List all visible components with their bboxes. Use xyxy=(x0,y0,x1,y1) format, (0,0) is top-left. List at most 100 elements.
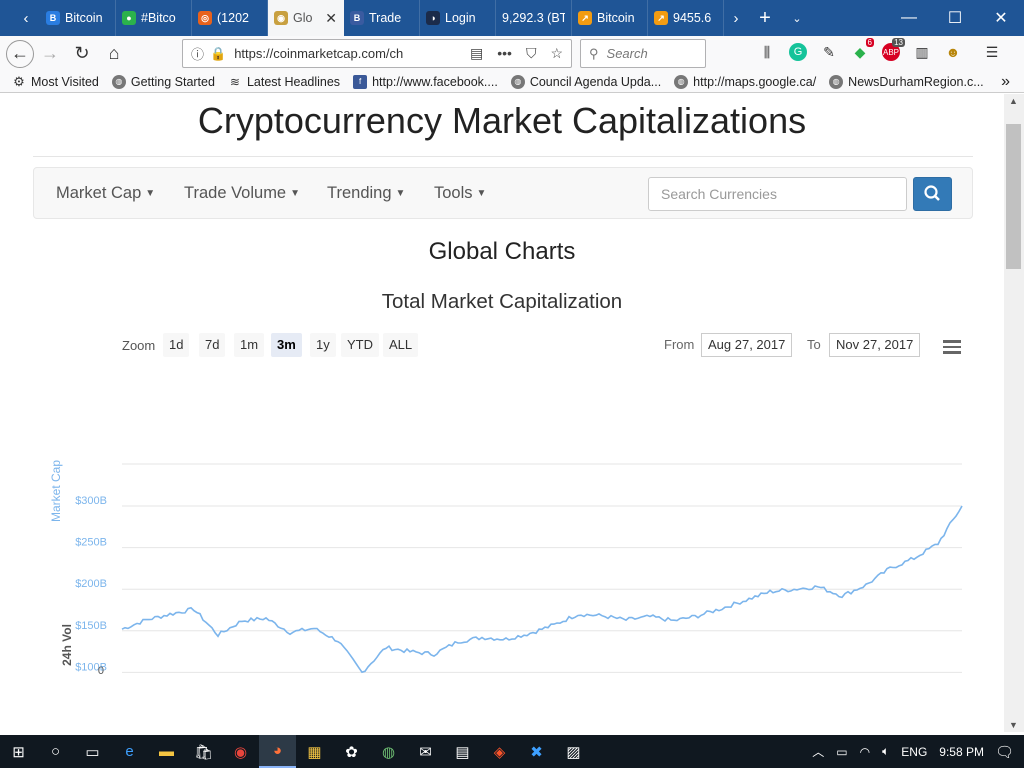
tray-chevron-icon[interactable]: ︿ xyxy=(812,745,825,759)
browser-tab[interactable]: ◑ Login xyxy=(420,0,496,36)
new-tab-icon[interactable]: + xyxy=(759,6,771,29)
browser-search-input[interactable]: ⚲ Search xyxy=(580,39,706,68)
monkey-extension-icon[interactable]: ☻ xyxy=(945,44,961,60)
tab-menu-chevron-icon[interactable]: ⌄ xyxy=(792,12,802,25)
zoom-button[interactable]: 1d xyxy=(163,333,190,357)
address-bar[interactable]: ⓘ 🔒 https://coinmarketcap.com/ch ▤ ••• ⛉… xyxy=(182,39,572,68)
trade-volume-menu[interactable]: Trade Volume ▼ xyxy=(184,184,300,203)
library-icon[interactable]: ⫼ xyxy=(763,43,771,60)
currency-search-button[interactable] xyxy=(913,177,952,211)
currency-search-input[interactable]: Search Currencies xyxy=(648,177,907,211)
browser-tab[interactable]: ◉ Glo ✕ xyxy=(268,0,344,36)
back-button[interactable]: ← xyxy=(6,39,34,68)
hamburger-menu-icon[interactable]: ☰ xyxy=(985,43,999,60)
chart-context-menu-icon[interactable] xyxy=(943,340,961,354)
browser-tab[interactable]: ↗ Bitcoin xyxy=(572,0,648,36)
page-scrollbar[interactable]: ▲ ▼ xyxy=(1004,94,1024,732)
volume-icon[interactable]: 🔈︎ xyxy=(882,744,890,758)
trending-menu[interactable]: Trending ▼ xyxy=(327,184,405,203)
market-cap-menu[interactable]: Market Cap ▼ xyxy=(56,184,155,203)
chrome-icon[interactable]: ◉ xyxy=(233,743,248,761)
tab-list-button[interactable] xyxy=(0,0,12,36)
bookmark-item[interactable]: ≋ Latest Headlines xyxy=(228,75,340,89)
close-tab-icon[interactable]: ✕ xyxy=(325,10,337,26)
scrollbar-thumb[interactable] xyxy=(1006,124,1021,269)
grammarly-icon[interactable]: G xyxy=(787,41,809,63)
reload-button[interactable]: ↻ xyxy=(74,43,90,63)
adblock-icon[interactable]: ABP 13 xyxy=(880,38,905,63)
bookmark-item[interactable]: ◍ http://maps.google.ca/ xyxy=(674,74,816,89)
to-date-input[interactable]: Nov 27, 2017 xyxy=(829,333,921,357)
sidebar-icon[interactable]: ▥ xyxy=(915,43,929,60)
market-cap-series xyxy=(121,505,963,674)
task-view-icon[interactable]: ▭ xyxy=(85,743,100,761)
browser-tab[interactable]: B Trade xyxy=(344,0,420,36)
bookmarks-overflow-icon[interactable]: » xyxy=(1001,73,1010,90)
scroll-tabs-left-icon[interactable]: ‹ xyxy=(23,9,29,27)
tab-title: Login xyxy=(445,11,476,25)
edge-icon[interactable]: e xyxy=(125,743,134,760)
start-icon[interactable]: ⊞ xyxy=(12,743,25,761)
info-icon[interactable]: ⓘ xyxy=(191,47,205,62)
firefox-icon[interactable]: ◕ xyxy=(259,735,296,768)
zoom-button[interactable]: 1y xyxy=(310,333,336,357)
from-date-input[interactable]: Aug 27, 2017 xyxy=(701,333,793,357)
zoom-button[interactable]: 1m xyxy=(234,333,265,357)
language-indicator[interactable]: ENG xyxy=(901,744,928,759)
battery-icon[interactable]: ▭ xyxy=(836,744,848,759)
calculator-grid-icon[interactable]: ▦ xyxy=(307,743,322,761)
browser-tab[interactable]: ◎ (1202 xyxy=(192,0,268,36)
eyedropper-icon[interactable]: ✎ xyxy=(823,43,835,60)
brave-icon[interactable]: ◈ xyxy=(493,743,506,761)
scroll-up-icon[interactable]: ▲ xyxy=(1009,96,1018,106)
facebook-icon: f xyxy=(353,74,368,89)
tab-title: (1202 xyxy=(217,11,249,25)
bookmark-item[interactable]: ◍ Council Agenda Upda... xyxy=(510,74,661,89)
zoom-button[interactable]: 7d xyxy=(199,333,226,357)
maximize-icon[interactable]: ☐ xyxy=(947,10,963,27)
tab-favicon-icon: ◉ xyxy=(274,11,288,25)
bookmark-item[interactable]: ◍ Getting Started xyxy=(111,74,215,89)
url-text[interactable]: https://coinmarketcap.com/ch xyxy=(234,46,404,61)
globe-icon: ◍ xyxy=(674,74,689,89)
x-app-icon[interactable]: ✖ xyxy=(530,743,543,761)
file-explorer-icon[interactable]: ▬ xyxy=(159,743,174,760)
scroll-down-icon[interactable]: ▼ xyxy=(1009,720,1018,730)
extension-badge: 6 xyxy=(865,38,874,47)
bookmark-item[interactable]: ◍ NewsDurhamRegion.c... xyxy=(829,74,984,89)
zoom-button[interactable]: ALL xyxy=(383,333,419,357)
close-window-icon[interactable]: ✕ xyxy=(994,10,1008,27)
bookmark-label: Getting Started xyxy=(130,74,215,89)
browser-tab[interactable]: B Bitcoin xyxy=(40,0,116,36)
reader-view-icon[interactable]: ▤ xyxy=(469,45,484,61)
globe-app-icon[interactable]: ◍ xyxy=(381,743,396,761)
forward-button[interactable]: → xyxy=(41,43,59,63)
tools-menu[interactable]: Tools ▼ xyxy=(434,184,486,203)
action-center-icon[interactable]: 🗨︎ xyxy=(994,744,1014,761)
cortana-icon[interactable]: ○ xyxy=(50,743,61,760)
market-cap-chart[interactable]: $50B$100B$150B$200B$250B$300B 28. Aug4. … xyxy=(0,356,1004,701)
bookmark-star-icon[interactable]: ☆ xyxy=(550,45,563,61)
bookmark-item[interactable]: f http://www.facebook.... xyxy=(353,74,498,89)
zoom-button[interactable]: YTD xyxy=(341,333,379,357)
section-title: Global Charts xyxy=(428,238,576,265)
zoom-button[interactable]: 3m xyxy=(271,333,302,357)
clock[interactable]: 9:58 PM xyxy=(939,744,984,759)
pocket-icon[interactable]: ⛉ xyxy=(525,45,537,61)
browser-tab[interactable]: ↗ 9455.6 xyxy=(648,0,724,36)
photos-icon[interactable]: ▨ xyxy=(566,743,581,761)
extension-green-icon[interactable]: ◆ 6 xyxy=(854,38,874,60)
wifi-icon[interactable]: ◠ xyxy=(859,744,871,759)
browser-tab[interactable]: ● #Bitco xyxy=(116,0,192,36)
paint-icon[interactable]: ✿ xyxy=(345,743,358,761)
browser-tab[interactable]: 9,292.3 (BT xyxy=(496,0,572,36)
calculator-icon[interactable]: ▤ xyxy=(455,743,470,761)
scroll-tabs-right-icon[interactable]: › xyxy=(733,9,739,27)
mail-icon[interactable]: ✉ xyxy=(419,743,432,761)
bookmark-item[interactable]: ⚙ Most Visited xyxy=(12,74,99,89)
home-button[interactable]: ⌂ xyxy=(108,43,120,63)
store-icon[interactable]: 🛍︎ xyxy=(193,743,214,761)
tab-favicon-icon: ● xyxy=(122,11,136,25)
minimize-icon[interactable]: — xyxy=(901,9,917,26)
page-actions-icon[interactable]: ••• xyxy=(497,45,512,61)
